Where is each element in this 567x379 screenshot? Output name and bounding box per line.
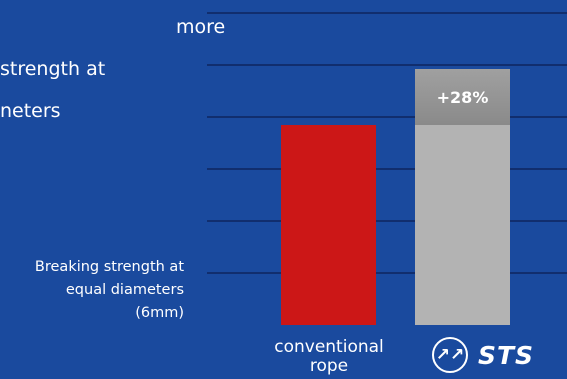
headline-line-1: more [176,16,226,38]
y-caption-line-2: equal diameters [65,282,184,298]
headline: more strength at neters [0,0,226,132]
y-axis-caption: Breaking strength at equal diameters (6m… [0,256,184,325]
category-label-conventional: conventional rope [244,338,414,376]
bar-sts-base [415,125,510,325]
y-caption-line-3: (6mm) [135,305,184,321]
y-caption-line-1: Breaking strength at [34,259,184,275]
bar-conventional-rope [281,125,376,325]
category-label-line-2: rope [309,356,349,376]
sts-logo: ↗↗ STS [432,334,534,376]
sts-logo-icon: ↗↗ [432,337,468,373]
sts-logo-text: STS [478,340,535,370]
headline-line-3: neters [0,100,61,122]
category-label-line-1: conventional [274,337,384,357]
headline-line-2: strength at [0,58,106,80]
bar-sts-increase [415,69,510,125]
data-label-increase: +28% [437,88,489,107]
